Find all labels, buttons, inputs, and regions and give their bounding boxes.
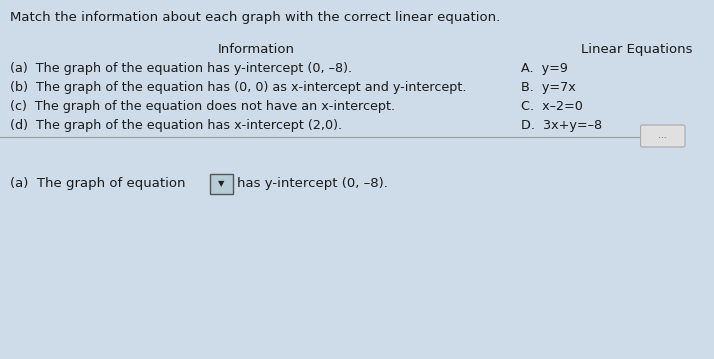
Text: C.  x–2=0: C. x–2=0 xyxy=(521,100,583,113)
Text: Match the information about each graph with the correct linear equation.: Match the information about each graph w… xyxy=(10,11,500,24)
FancyBboxPatch shape xyxy=(640,125,685,147)
Text: (a)  The graph of the equation has y-intercept (0, –8).: (a) The graph of the equation has y-inte… xyxy=(10,62,352,75)
Text: (d)  The graph of the equation has x-intercept (2,0).: (d) The graph of the equation has x-inte… xyxy=(10,119,342,132)
Text: Information: Information xyxy=(218,43,295,56)
Text: Linear Equations: Linear Equations xyxy=(580,43,692,56)
Text: (a)  The graph of equation: (a) The graph of equation xyxy=(10,177,185,191)
Text: A.  y=9: A. y=9 xyxy=(521,62,568,75)
Text: has y-intercept (0, –8).: has y-intercept (0, –8). xyxy=(237,177,388,191)
Text: (b)  The graph of the equation has (0, 0) as x-intercept and y-intercept.: (b) The graph of the equation has (0, 0)… xyxy=(10,81,466,94)
Text: ...: ... xyxy=(658,131,667,140)
Text: (c)  The graph of the equation does not have an x-intercept.: (c) The graph of the equation does not h… xyxy=(10,100,395,113)
Text: B.  y=7x: B. y=7x xyxy=(521,81,575,94)
FancyBboxPatch shape xyxy=(210,174,233,194)
Text: ▼: ▼ xyxy=(218,180,225,188)
Text: D.  3x+y=–8: D. 3x+y=–8 xyxy=(521,119,602,132)
